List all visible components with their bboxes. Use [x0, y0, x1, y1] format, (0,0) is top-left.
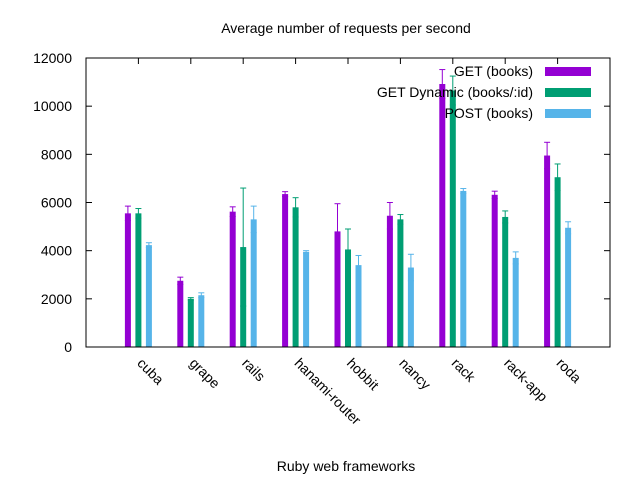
x-tick-label-rails: rails — [239, 355, 268, 384]
legend-label: GET Dynamic (books/:id) — [377, 84, 533, 100]
bar-hanami-router-series-1 — [292, 207, 299, 347]
error-bars-group — [124, 69, 572, 307]
y-tick-label: 8000 — [41, 146, 72, 162]
error-bar-rails-series-0 — [229, 206, 236, 217]
error-bar-cuba-series-2 — [145, 242, 152, 249]
bar-cuba-series-0 — [124, 213, 131, 347]
bar-cuba-series-1 — [135, 213, 142, 347]
bar-rack-app-series-2 — [512, 257, 519, 347]
error-bar-roda-series-2 — [565, 221, 572, 235]
error-bar-rails-series-1 — [240, 187, 247, 307]
error-bar-cuba-series-1 — [135, 208, 142, 219]
error-bar-nancy-series-0 — [386, 202, 393, 230]
error-bar-rack-app-series-1 — [502, 210, 509, 224]
error-bar-nancy-series-1 — [397, 214, 404, 225]
bar-nancy-series-1 — [397, 219, 404, 347]
legend-label: GET (books) — [454, 63, 533, 79]
bar-rails-series-0 — [229, 211, 236, 347]
y-tick-label: 0 — [64, 339, 72, 355]
error-bar-hanami-router-series-0 — [282, 191, 289, 197]
bar-grape-series-1 — [187, 298, 194, 347]
y-tick-label: 6000 — [41, 195, 72, 211]
error-bar-rack-series-1 — [449, 75, 456, 106]
legend: GET (books) GET Dynamic (books/:id) POST (… — [377, 63, 591, 121]
bars-group — [124, 84, 572, 347]
error-bar-hanami-router-series-1 — [292, 197, 299, 218]
bar-roda-series-2 — [565, 227, 572, 347]
error-bar-grape-series-2 — [198, 292, 205, 299]
legend-label: POST (books) — [445, 105, 533, 121]
y-tick-label: 4000 — [41, 243, 72, 259]
bar-rails-series-2 — [250, 219, 257, 347]
x-tick-label-nancy: nancy — [396, 355, 434, 393]
bar-rack-app-series-1 — [502, 216, 509, 347]
error-bar-rails-series-2 — [250, 205, 257, 234]
bar-hobbit-series-2 — [355, 265, 362, 347]
x-tick-label-hobbit: hobbit — [344, 355, 382, 393]
error-bar-roda-series-0 — [544, 141, 551, 170]
error-bar-rack-series-0 — [439, 69, 446, 99]
bar-grape-series-0 — [177, 280, 184, 347]
bar-hanami-router-series-0 — [282, 194, 289, 347]
chart-title: Average number of requests per second — [221, 20, 471, 36]
error-bar-rack-series-2 — [460, 188, 467, 194]
legend-swatch — [545, 109, 591, 118]
bar-nancy-series-0 — [386, 215, 393, 347]
bar-cuba-series-2 — [145, 245, 152, 347]
error-bar-grape-series-0 — [177, 276, 184, 285]
x-tick-label-rack-app: rack-app — [501, 355, 551, 405]
error-bar-grape-series-1 — [187, 297, 194, 301]
error-bar-hobbit-series-1 — [345, 228, 351, 271]
bar-hobbit-series-1 — [345, 249, 351, 347]
x-tick-label-rack: rack — [449, 355, 480, 386]
error-bar-cuba-series-0 — [124, 205, 131, 222]
error-bar-rack-app-series-2 — [512, 251, 519, 265]
x-tick-label-grape: grape — [187, 355, 224, 392]
bar-hanami-router-series-2 — [303, 251, 310, 347]
error-bar-rack-app-series-0 — [491, 190, 498, 199]
y-axis-ticks: 0 2000 4000 6000 8000 10000 12000 — [33, 50, 610, 355]
x-tick-label-roda: roda — [553, 355, 584, 386]
bar-rack-series-0 — [439, 84, 446, 347]
error-bar-roda-series-1 — [554, 163, 561, 191]
error-bar-hanami-router-series-2 — [303, 250, 310, 254]
y-tick-label: 12000 — [33, 50, 72, 66]
legend-swatch — [545, 88, 591, 97]
bar-rack-series-2 — [460, 190, 467, 347]
bar-hobbit-series-0 — [334, 231, 341, 347]
bar-grape-series-2 — [198, 295, 205, 347]
x-axis-label: Ruby web frameworks — [277, 458, 416, 474]
x-tick-label-cuba: cuba — [134, 355, 167, 388]
y-tick-label: 2000 — [41, 291, 72, 307]
bar-nancy-series-2 — [407, 267, 414, 347]
legend-swatch — [545, 67, 591, 76]
bar-rack-series-1 — [449, 90, 456, 347]
bar-rack-app-series-0 — [491, 194, 498, 347]
error-bar-hobbit-series-0 — [334, 203, 341, 260]
bar-roda-series-1 — [554, 177, 561, 347]
y-tick-label: 10000 — [33, 98, 72, 114]
error-bar-hobbit-series-2 — [355, 254, 362, 276]
error-bar-nancy-series-2 — [407, 253, 414, 282]
plot-frame — [85, 57, 611, 348]
bar-roda-series-0 — [544, 155, 551, 347]
